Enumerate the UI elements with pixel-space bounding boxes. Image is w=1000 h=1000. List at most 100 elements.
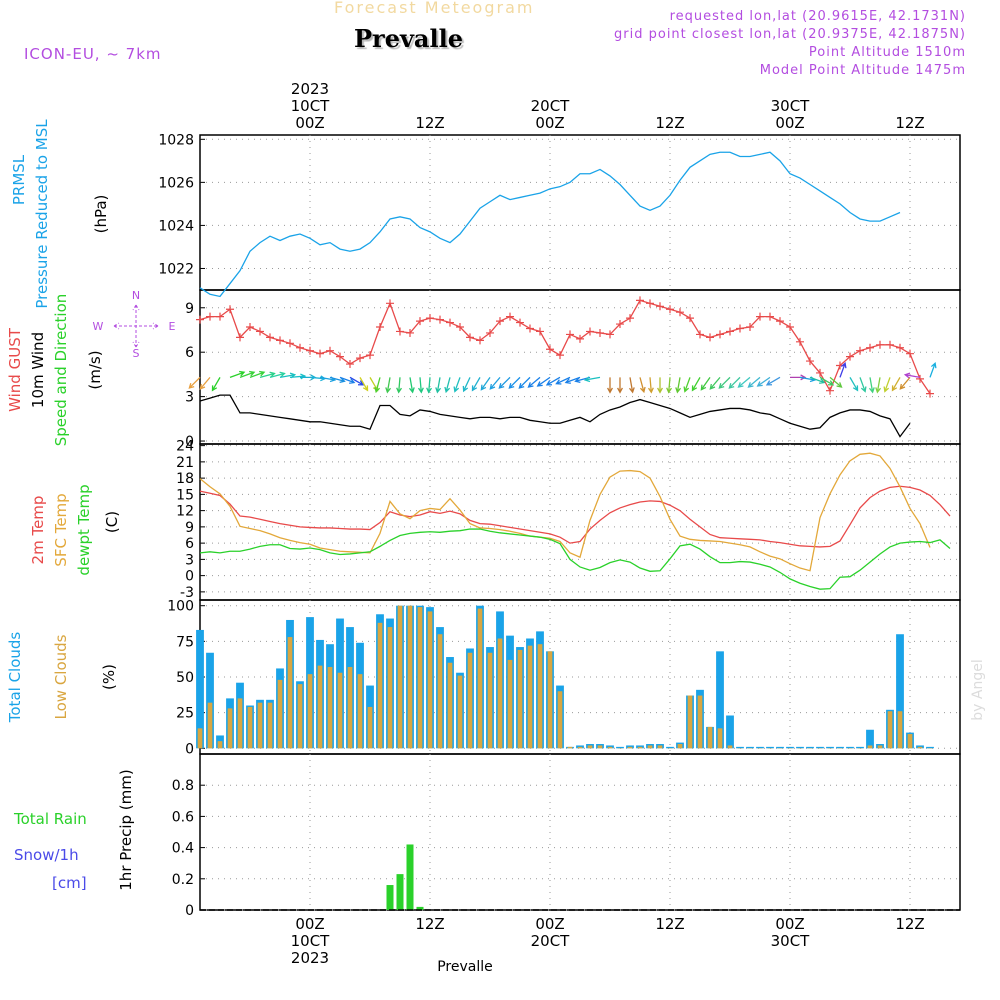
wind-direction-arrow	[462, 377, 471, 393]
gust-marker	[456, 323, 464, 332]
gust-marker	[866, 343, 874, 352]
bottom-time-label: 12Z	[895, 915, 924, 933]
gust-marker	[896, 343, 904, 352]
temp-2m-label: 2m Temp	[29, 496, 47, 565]
wind-direction-arrow	[435, 377, 442, 394]
low-cloud-bar	[717, 728, 723, 749]
wind-direction-arrow	[929, 361, 937, 378]
bottom-time-label: 00Z	[535, 915, 564, 933]
total-cloud-bar	[866, 729, 874, 749]
temperature-ytick-label: 0	[185, 569, 194, 585]
credit-text: by Angel	[970, 659, 986, 720]
gust-marker	[906, 349, 914, 358]
temp-sfc-line	[199, 452, 931, 572]
gust-marker	[416, 317, 424, 326]
compass-w: W	[93, 320, 104, 333]
wind-direction-arrow	[728, 376, 741, 389]
wind-direction-arrow	[700, 376, 711, 391]
low-cloud-bar	[497, 638, 503, 749]
gust-marker	[306, 346, 314, 355]
gust-marker	[266, 333, 274, 342]
total-cloud-bar	[616, 746, 624, 749]
wind-direction-arrow	[675, 377, 682, 394]
low-cloud-bar	[727, 745, 733, 749]
model-label: ICON-EU, ~ 7km	[24, 45, 162, 63]
wind-direction-arrow	[480, 376, 491, 391]
temp-2m-line	[199, 485, 951, 548]
total-cloud-bar	[846, 746, 854, 749]
gust-marker	[406, 328, 414, 337]
temp-unit: (C)	[103, 511, 121, 533]
precipitation-frame	[199, 753, 961, 911]
low-cloud-bar	[337, 672, 343, 749]
gust-marker	[236, 333, 244, 342]
low-cloud-bar	[877, 745, 883, 749]
station-title: Prevalle	[354, 24, 463, 53]
low-cloud-bar	[457, 675, 463, 749]
low-cloud-bar	[267, 702, 273, 749]
total-cloud-bar	[836, 746, 844, 749]
low-cloud-bar	[397, 605, 403, 749]
total-cloud-bar	[796, 746, 804, 749]
rain-legend: Total Rain	[13, 810, 87, 828]
top-time-label: 12Z	[655, 114, 684, 132]
wind-direction-arrow	[498, 376, 511, 389]
low-cloud-bar	[277, 679, 283, 749]
total-cloud-bar	[926, 746, 934, 749]
pressure-label-long: Pressure Reduced to MSL	[33, 119, 51, 309]
total-cloud-bar	[806, 746, 814, 749]
gust-marker	[696, 330, 704, 339]
wind-direction-arrow	[339, 376, 356, 384]
gust-marker	[646, 299, 654, 308]
low-cloud-bar	[447, 662, 453, 749]
gust-marker	[676, 308, 684, 317]
gust-marker	[226, 305, 234, 314]
wind-direction-arrow	[903, 372, 921, 379]
bottom-time-label: 00Z	[295, 915, 324, 933]
gust-marker	[286, 339, 294, 348]
precipitation-ytick-label: 0.8	[172, 778, 194, 794]
top-time-label: 30CT	[771, 97, 811, 115]
low-cloud-bar	[237, 698, 243, 749]
gust-marker	[546, 345, 554, 354]
low-cloud-bar	[487, 652, 493, 749]
gust-marker	[486, 328, 494, 337]
low-cloud-bar	[657, 745, 663, 749]
low-cloud-bar	[647, 745, 653, 749]
low-cloud-bar	[317, 665, 323, 749]
total-cloud-bar	[766, 746, 774, 749]
wind-direction-arrow	[756, 376, 771, 387]
low-cloud-bar	[427, 611, 433, 749]
clouds-ytick-label: 25	[176, 706, 194, 722]
gust-marker	[466, 333, 474, 342]
wind-direction-arrow	[583, 376, 601, 383]
precipitation-ytick-label: 0.2	[172, 872, 194, 888]
low-cloud-bar	[907, 734, 913, 749]
wind-10m-label: 10m Wind	[29, 332, 47, 408]
low-cloud-bar	[557, 691, 563, 749]
top-time-label: 00Z	[775, 114, 804, 132]
total-cloud-bar	[756, 746, 764, 749]
gust-marker	[276, 336, 284, 345]
pressure-ytick-label: 1024	[158, 218, 194, 234]
wind-direction-arrow	[199, 376, 211, 390]
total-cloud-bar	[206, 652, 214, 749]
gust-marker	[926, 389, 934, 398]
low-cloud-bar	[687, 695, 693, 749]
gust-marker	[216, 312, 224, 321]
wind-direction-arrow	[359, 377, 369, 392]
wind-direction-arrow	[188, 376, 201, 389]
compass-rose-icon	[113, 304, 159, 348]
wind-direction-arrow	[426, 377, 433, 394]
wind-direction-arrow	[444, 377, 451, 394]
gust-marker	[846, 352, 854, 361]
low-cloud-bar	[567, 746, 573, 749]
temperature-ytick-label: -3	[180, 585, 194, 601]
gust-marker	[876, 340, 884, 349]
low-cloud-bar	[587, 745, 593, 749]
low-cloud-bar	[697, 695, 703, 749]
gust-marker	[556, 351, 564, 360]
low-cloud-bar	[297, 684, 303, 749]
point-altitude: Point Altitude 1510m	[808, 45, 966, 60]
rain-bar	[406, 844, 414, 910]
